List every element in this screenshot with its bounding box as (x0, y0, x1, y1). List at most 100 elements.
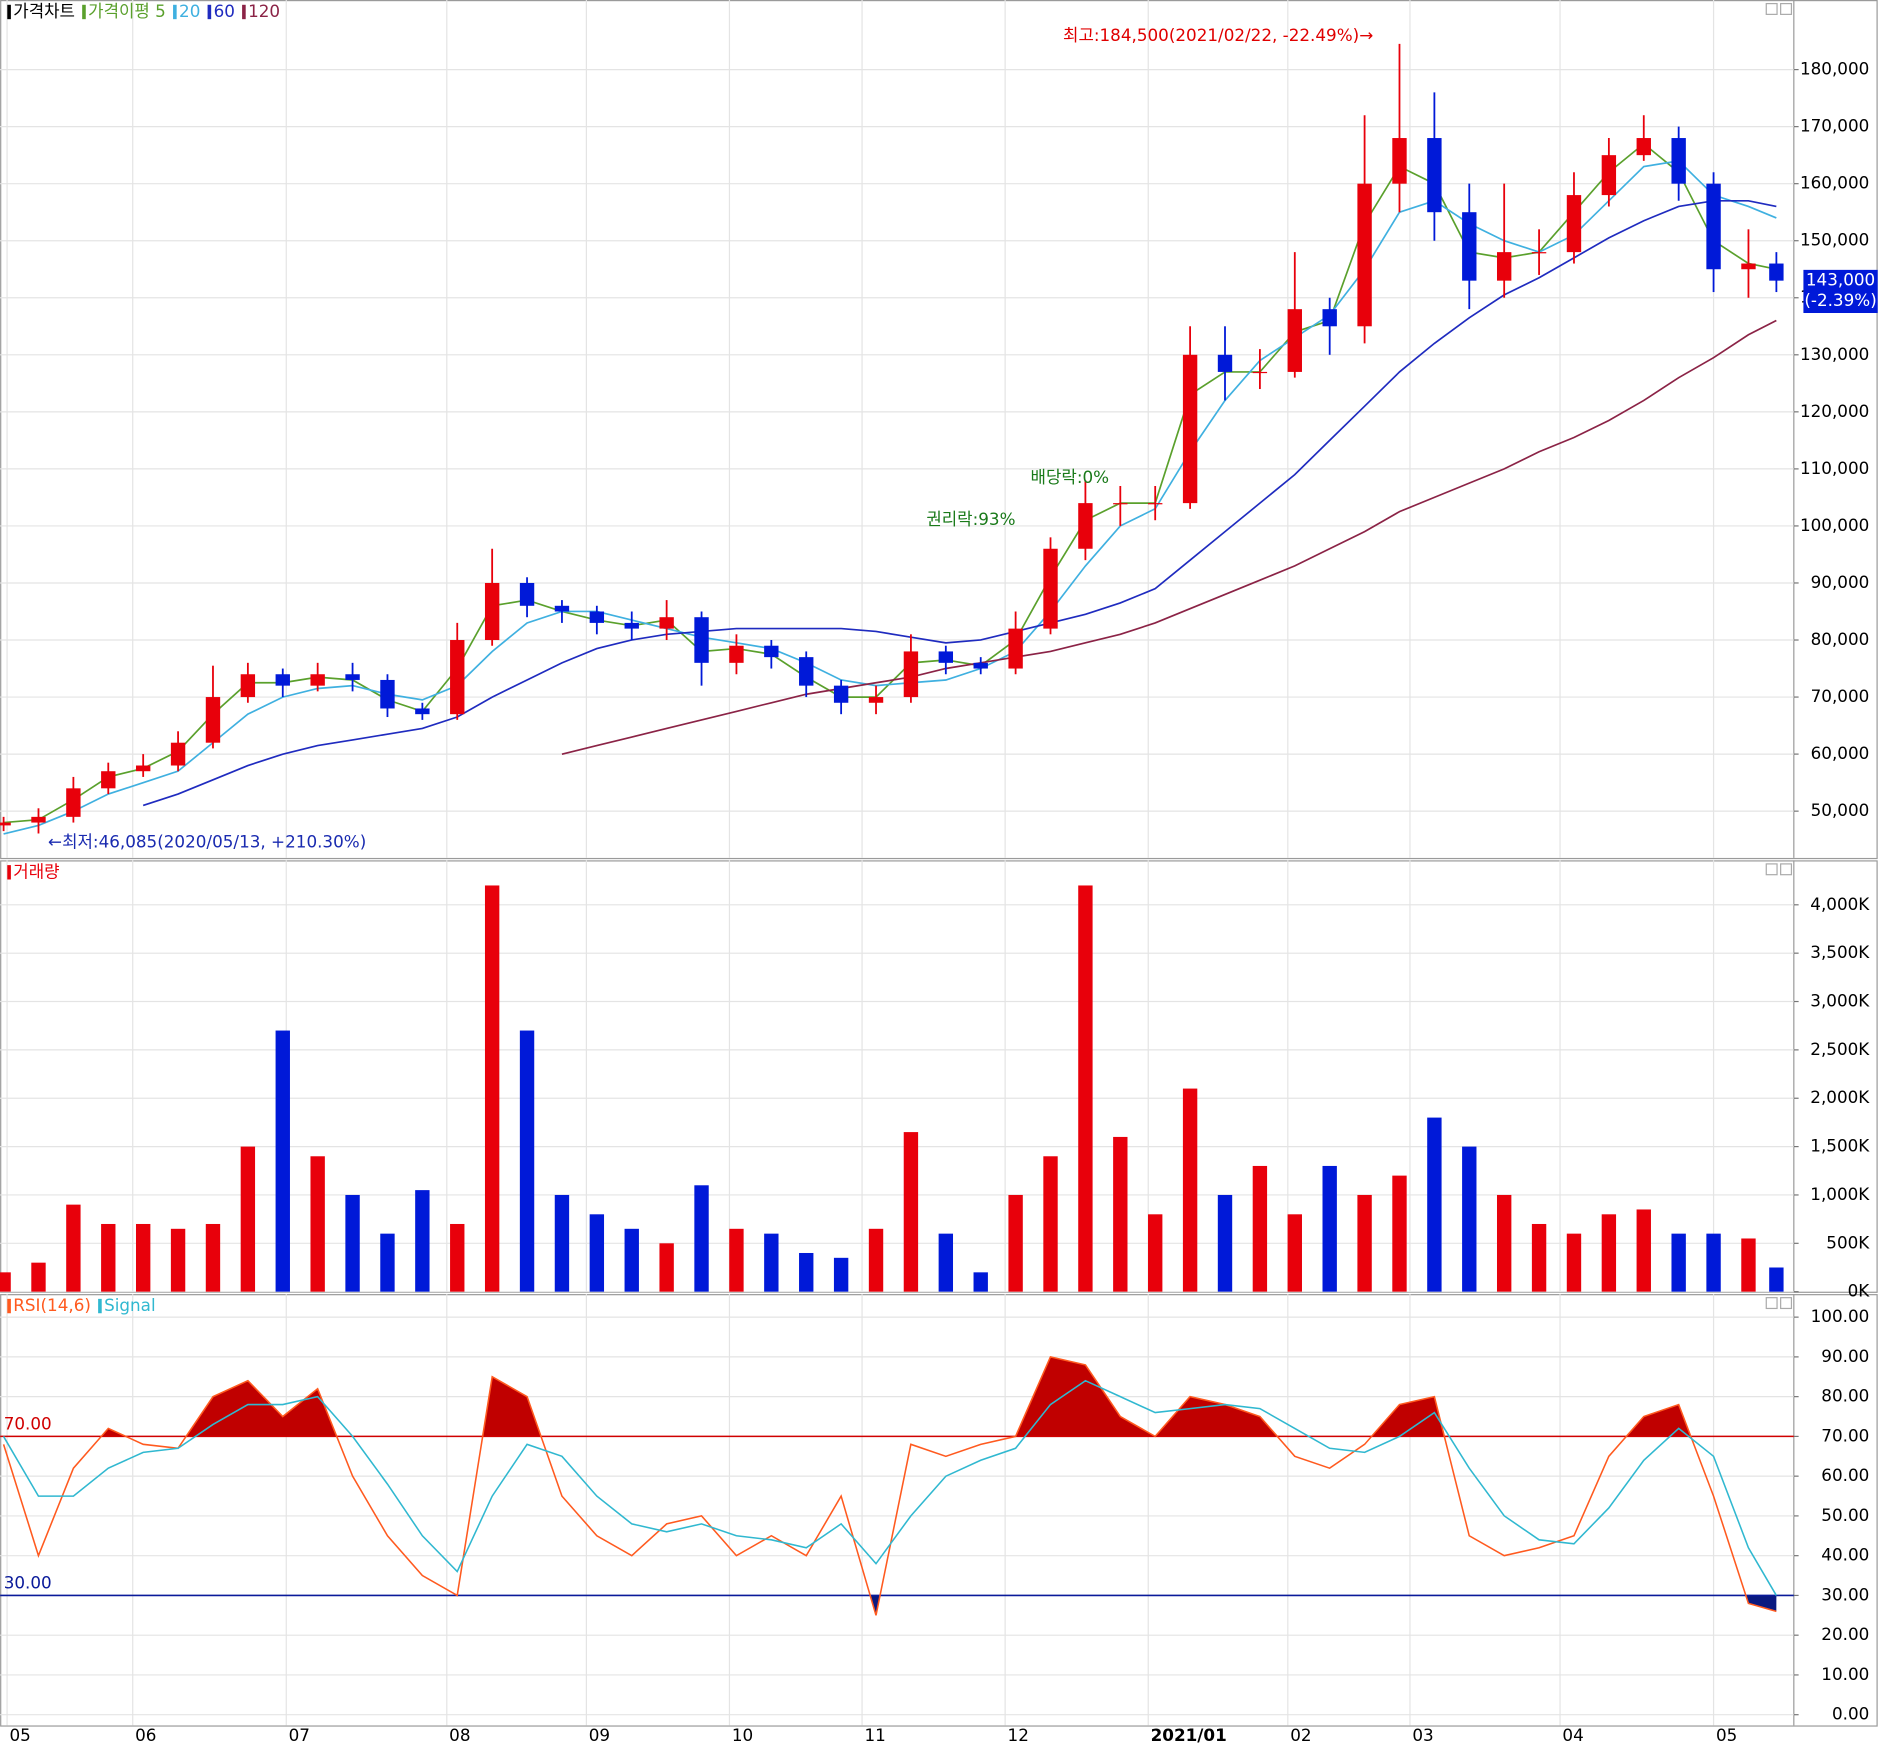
y-tick-label: 70,000 (1811, 686, 1870, 706)
volume-bar (345, 1194, 360, 1292)
candle-body (484, 582, 500, 641)
legend-swatch (173, 4, 177, 20)
y-tick-label: 120,000 (1800, 401, 1869, 421)
volume-bar (1322, 1165, 1337, 1292)
candle-body (240, 674, 256, 698)
y-tick-label: 50.00 (1821, 1505, 1869, 1525)
y-tick-label: 3,000K (1810, 991, 1870, 1011)
legend-swatch (7, 4, 11, 20)
y-tick-label: 4,000K (1810, 894, 1870, 914)
candle-body (345, 674, 360, 680)
annotation: ←최저:46,085(2020/05/13, +210.30%) (48, 831, 366, 851)
volume-bar (938, 1233, 954, 1292)
annotation: 최고:184,500(2021/02/22, -22.49%)→ (1063, 25, 1373, 45)
candle-body (799, 657, 814, 686)
reference-label: 70.00 (4, 1413, 52, 1433)
volume-bar (519, 1030, 535, 1292)
volume-bar (729, 1228, 744, 1292)
volume-bar (484, 885, 500, 1292)
volume-bar (275, 1030, 290, 1292)
volume-bar (659, 1243, 674, 1292)
candle-body (554, 605, 570, 612)
volume-bar (1078, 885, 1093, 1292)
candle-body (833, 685, 849, 703)
y-tick-label: 170,000 (1800, 116, 1869, 136)
volume-bar (1427, 1117, 1442, 1292)
volume-bar (624, 1228, 639, 1292)
candle-body (31, 816, 46, 823)
volume-bar (764, 1233, 779, 1292)
volume-bar (31, 1262, 46, 1292)
panel-button (1780, 863, 1793, 876)
y-tick-label: 80.00 (1821, 1386, 1869, 1406)
candle-body (66, 788, 81, 817)
candle-body (1217, 354, 1233, 372)
panel-button (1765, 863, 1778, 876)
x-tick-label: 08 (449, 1725, 470, 1745)
moving-average (561, 319, 1777, 755)
volume-bar (1496, 1194, 1512, 1292)
volume-bar (1148, 1214, 1163, 1292)
x-tick-label: 02 (1290, 1725, 1311, 1745)
volume-bar (1462, 1146, 1477, 1292)
last-price: 143,000 (1806, 270, 1875, 290)
y-tick-label: 110,000 (1800, 458, 1869, 478)
volume-bar (694, 1185, 709, 1292)
volume-bar (833, 1257, 849, 1292)
volume-bar (415, 1190, 430, 1292)
candle-body (0, 822, 11, 826)
candle-body (868, 697, 884, 703)
legend-swatch (82, 4, 86, 20)
candle-body (1531, 252, 1547, 254)
legend-swatch (98, 1298, 102, 1314)
volume-bar (101, 1223, 116, 1292)
candle-body (1392, 138, 1407, 184)
candle-body (694, 617, 709, 663)
candle-body (589, 611, 605, 623)
x-tick-label: 10 (732, 1725, 753, 1745)
volume-bar (1182, 1088, 1198, 1292)
last-price-box (1803, 269, 1878, 314)
volume-bar (868, 1228, 884, 1292)
legend-label: 가격차트 (13, 1, 75, 21)
candle-body (101, 771, 116, 789)
candle-body (310, 674, 325, 686)
legend-swatch (207, 4, 212, 20)
legend-swatch (7, 1298, 11, 1314)
candle-body (1322, 309, 1337, 327)
candle-body (1462, 212, 1477, 281)
candle-body (1671, 138, 1686, 184)
panel-button (1765, 2, 1778, 15)
candle-body (450, 640, 465, 715)
legend-swatch (7, 865, 11, 880)
panel-button (1780, 2, 1793, 15)
candle-body (1182, 354, 1198, 504)
panel-frame (0, 1294, 1878, 1727)
y-tick-label: 0K (1848, 1281, 1871, 1301)
candle-body (380, 679, 395, 709)
indicator-line (2, 1379, 1778, 1596)
x-tick-label: 12 (1008, 1725, 1029, 1745)
rsi-zone-fill (3, 1356, 1777, 1437)
x-tick-label: 11 (864, 1725, 885, 1745)
moving-average (3, 142, 1777, 824)
y-tick-label: 100.00 (1811, 1306, 1870, 1326)
panel-button (1765, 1297, 1778, 1310)
volume-bar (1769, 1267, 1784, 1292)
y-tick-label: 150,000 (1800, 230, 1869, 250)
volume-bar (1043, 1156, 1058, 1292)
indicator-line (2, 1355, 1777, 1616)
volume-bar (1636, 1209, 1651, 1292)
volume-bar (205, 1223, 221, 1292)
x-tick-label: 06 (135, 1725, 156, 1745)
legend-swatch (242, 4, 246, 20)
candle-body (1287, 309, 1302, 372)
candle-body (519, 582, 535, 606)
candle-body (415, 708, 430, 715)
moving-average (3, 160, 1777, 835)
volume-bar (310, 1156, 325, 1292)
volume-bar (0, 1272, 11, 1292)
reference-label: 30.00 (4, 1572, 52, 1592)
x-tick-label: 03 (1412, 1725, 1433, 1745)
volume-bar (450, 1223, 465, 1292)
